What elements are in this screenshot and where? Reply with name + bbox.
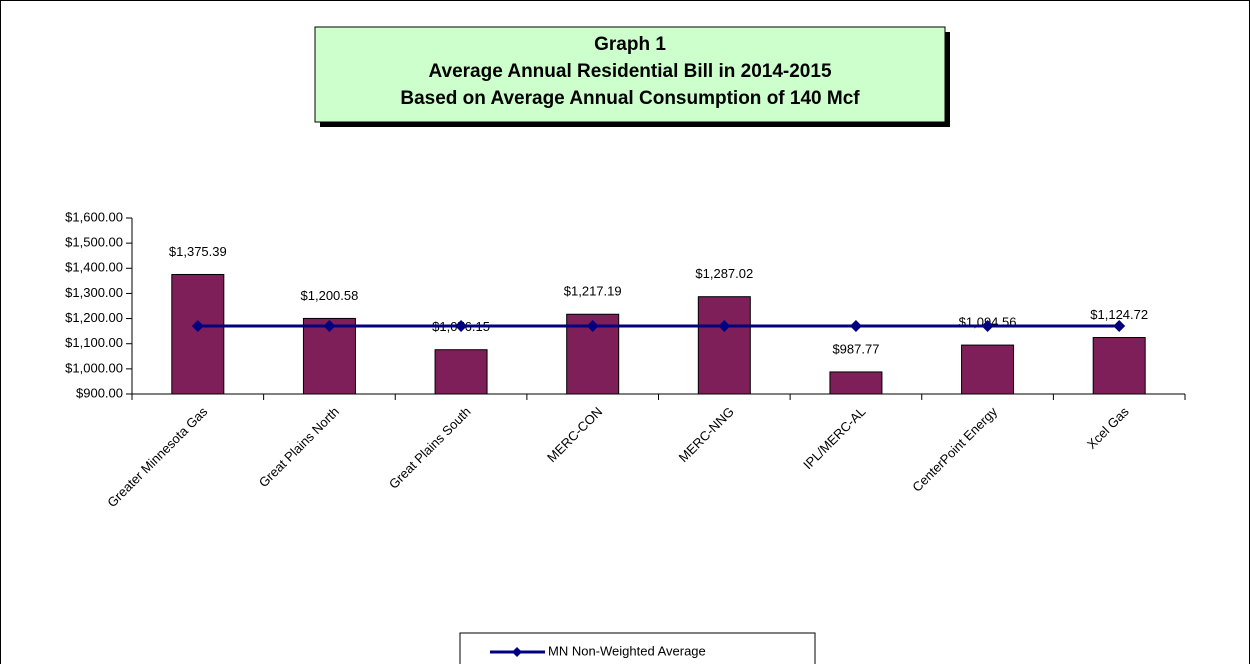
y-tick-label: $1,100.00 — [65, 335, 123, 350]
y-tick-label: $900.00 — [76, 385, 123, 400]
bar — [697, 296, 751, 395]
marker — [849, 320, 862, 333]
y-tick-label: $1,400.00 — [65, 260, 123, 275]
marker — [586, 320, 599, 333]
data-label: $1,287.02 — [695, 266, 753, 281]
legend-label: MN Non-Weighted Average — [548, 643, 706, 658]
marker — [191, 320, 204, 333]
marker — [718, 320, 731, 333]
legend-box — [459, 632, 816, 664]
bar — [171, 273, 225, 395]
y-tick-label: $1,600.00 — [65, 209, 123, 224]
bar — [1092, 336, 1146, 395]
y-tick-label: $1,200.00 — [65, 310, 123, 325]
data-label: $987.77 — [832, 341, 879, 356]
chart-title: Graph 1 — [594, 34, 666, 55]
marker — [981, 320, 994, 333]
bar — [961, 344, 1015, 395]
marker — [455, 320, 468, 333]
bar — [434, 349, 488, 395]
chart-title: Based on Average Annual Consumption of 1… — [400, 88, 860, 109]
marker — [323, 320, 336, 333]
legend-marker — [512, 647, 522, 657]
data-label: $1,124.72 — [1090, 307, 1148, 322]
y-tick-label: $1,300.00 — [65, 285, 123, 300]
y-tick-label: $1,000.00 — [65, 360, 123, 375]
chart-title: Average Annual Residential Bill in 2014-… — [428, 61, 831, 82]
title-box — [314, 26, 946, 123]
data-label: $1,200.58 — [301, 288, 359, 303]
marker — [1113, 320, 1126, 333]
data-label: $1,375.39 — [169, 244, 227, 259]
y-tick-label: $1,500.00 — [65, 235, 123, 250]
data-label: $1,217.19 — [564, 284, 622, 299]
bar — [829, 371, 883, 395]
